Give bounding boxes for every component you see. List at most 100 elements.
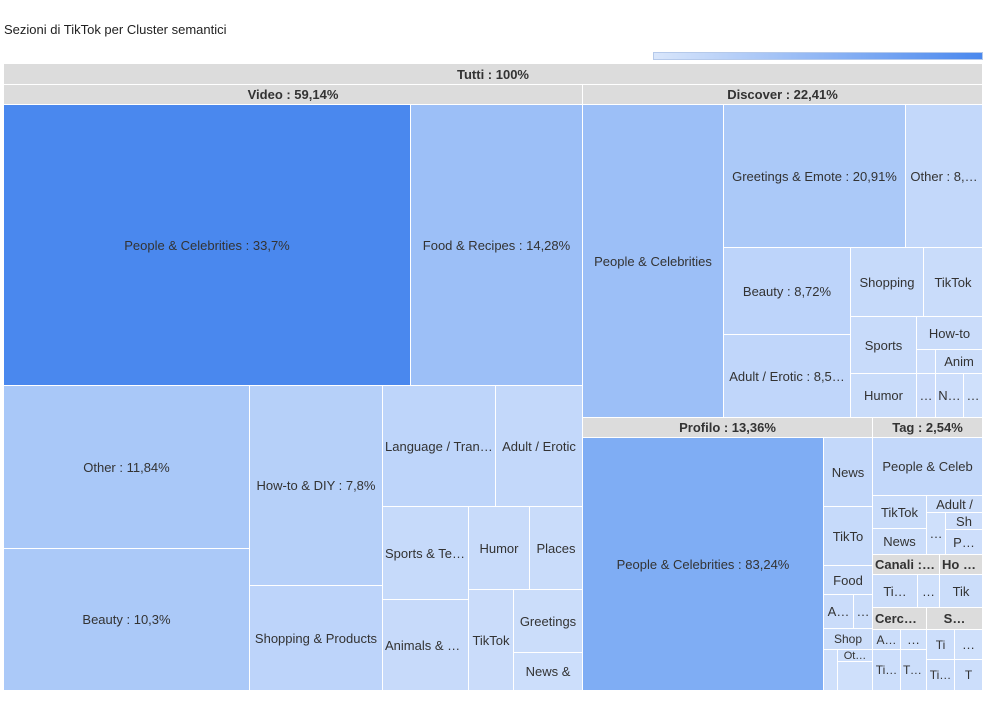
sezione-s-cell-t[interactable]: T bbox=[955, 660, 983, 691]
cerca-cell-small[interactable]: … bbox=[901, 630, 927, 650]
video-cell-language[interactable]: Language / Translation bbox=[383, 386, 496, 507]
discover-cell-greetings-emote[interactable]: Greetings & Emote : 20,91% bbox=[724, 105, 906, 248]
discover-cell-sports[interactable]: Sports bbox=[851, 317, 917, 374]
canali-cell-small[interactable]: … bbox=[918, 575, 940, 608]
discover-cell-people-celebrities-label: People & Celebrities bbox=[594, 253, 712, 269]
video-cell-greetings[interactable]: Greetings bbox=[514, 590, 583, 653]
video-cell-food-recipes-label: Food & Recipes : 14,28% bbox=[422, 237, 571, 253]
profilo-cell-tiktok-label: TikTo bbox=[832, 528, 864, 544]
canali-header[interactable]: Canali : … bbox=[873, 555, 940, 575]
cerca-cell-a-label: A… bbox=[876, 632, 897, 647]
profilo-cell-food-label: Food bbox=[833, 572, 863, 588]
tag-cell-small[interactable]: … bbox=[927, 513, 946, 555]
tag-cell-people-celeb[interactable]: People & Celeb bbox=[873, 438, 983, 496]
tag-cell-p-label: P… bbox=[953, 534, 975, 550]
video-cell-animals-pets-label: Animals & Pets bbox=[385, 637, 468, 653]
cerca-cell-small-label: … bbox=[907, 632, 920, 647]
discover-cell-beauty-label: Beauty : 8,72% bbox=[742, 283, 832, 299]
profilo-cell-people-celebrities-label: People & Celebrities : 83,24% bbox=[616, 556, 790, 572]
sezione-s-cell-small-label: … bbox=[962, 637, 975, 652]
discover-cell-shopping[interactable]: Shopping bbox=[851, 248, 924, 317]
discover-cell-news-label: N… bbox=[938, 388, 961, 403]
discover-cell-how-to[interactable]: How-to bbox=[917, 317, 983, 350]
cerca-cell-ti-a[interactable]: Ti… bbox=[873, 650, 901, 691]
tag-cell-sh[interactable]: Sh bbox=[946, 513, 983, 530]
video-cell-tiktok-label: TikTok bbox=[472, 632, 510, 648]
video-header[interactable]: Video : 59,14% bbox=[4, 85, 583, 105]
discover-cell-tiktok[interactable]: TikTok bbox=[924, 248, 983, 317]
tag-cell-tiktok[interactable]: TikTok bbox=[873, 496, 927, 529]
tag-cell-sh-label: Sh bbox=[956, 513, 972, 529]
video-cell-tiktok[interactable]: TikTok bbox=[469, 590, 514, 691]
video-header-label: Video : 59,14% bbox=[247, 87, 339, 102]
sezione-s-cell-small[interactable]: … bbox=[955, 630, 983, 660]
discover-cell-people-celebrities[interactable]: People & Celebrities bbox=[583, 105, 724, 418]
discover-cell-news[interactable]: N… bbox=[936, 374, 964, 418]
profilo-cell-news[interactable]: News bbox=[824, 438, 873, 507]
cerca-cell-a[interactable]: A… bbox=[873, 630, 901, 650]
cerca-cell-ti-b-label: Ti… bbox=[903, 663, 925, 677]
video-cell-beauty[interactable]: Beauty : 10,3% bbox=[4, 549, 250, 691]
video-cell-people-celebrities[interactable]: People & Celebrities : 33,7% bbox=[4, 105, 411, 386]
profilo-cell-tiny-a[interactable] bbox=[824, 650, 838, 691]
ho-header[interactable]: Ho : … bbox=[940, 555, 983, 575]
sezione-s-cell-ti-b[interactable]: Ti… bbox=[927, 660, 955, 691]
video-cell-places[interactable]: Places bbox=[530, 507, 583, 590]
sezione-s-header-label: S… bbox=[943, 611, 966, 626]
discover-cell-adult-erotic[interactable]: Adult / Erotic : 8,5… bbox=[724, 335, 851, 418]
profilo-cell-small[interactable]: … bbox=[854, 595, 873, 629]
cerca-cell-ti-b[interactable]: Ti… bbox=[901, 650, 927, 691]
sezione-s-header[interactable]: S… bbox=[927, 608, 983, 630]
profilo-cell-a-label: A… bbox=[827, 604, 850, 619]
video-cell-animals-pets[interactable]: Animals & Pets bbox=[383, 600, 469, 691]
chart-title: Sezioni di TikTok per Cluster semantici bbox=[4, 22, 227, 37]
ho-header-label: Ho : … bbox=[942, 557, 982, 572]
tag-cell-news[interactable]: News bbox=[873, 529, 927, 555]
discover-cell-small-a[interactable] bbox=[917, 350, 936, 374]
video-cell-news[interactable]: News & bbox=[514, 653, 583, 691]
video-cell-people-celebrities-label: People & Celebrities : 33,7% bbox=[124, 237, 290, 253]
profilo-cell-food[interactable]: Food bbox=[824, 566, 873, 595]
discover-cell-humor[interactable]: Humor bbox=[851, 374, 917, 418]
profilo-cell-shop-label: Shop bbox=[833, 632, 863, 646]
color-scale-legend bbox=[653, 52, 983, 60]
profilo-cell-tiny-b[interactable] bbox=[838, 662, 873, 691]
root-header[interactable]: Tutti : 100% bbox=[4, 64, 983, 85]
ho-cell-tik[interactable]: Tik bbox=[940, 575, 983, 608]
discover-cell-sports-label: Sports bbox=[864, 337, 903, 353]
video-cell-adult-erotic[interactable]: Adult / Erotic bbox=[496, 386, 583, 507]
sezione-s-cell-ti-a[interactable]: Ti bbox=[927, 630, 955, 660]
canali-cell-ti[interactable]: Ti… bbox=[873, 575, 918, 608]
discover-cell-other[interactable]: Other : 8,… bbox=[906, 105, 983, 248]
discover-cell-animals[interactable]: Anim bbox=[936, 350, 983, 374]
profilo-cell-other[interactable]: Ot… bbox=[838, 650, 873, 662]
cerca-header[interactable]: Cerca : … bbox=[873, 608, 927, 630]
video-cell-other[interactable]: Other : 11,84% bbox=[4, 386, 250, 549]
canali-cell-ti-label: Ti… bbox=[883, 583, 907, 599]
discover-cell-small-c[interactable]: … bbox=[964, 374, 983, 418]
video-cell-food-recipes[interactable]: Food & Recipes : 14,28% bbox=[411, 105, 583, 386]
profilo-header[interactable]: Profilo : 13,36% bbox=[583, 418, 873, 438]
video-cell-shopping[interactable]: Shopping & Products bbox=[250, 586, 383, 691]
discover-header[interactable]: Discover : 22,41% bbox=[583, 85, 983, 105]
tag-header[interactable]: Tag : 2,54% bbox=[873, 418, 983, 438]
tag-cell-news-label: News bbox=[883, 534, 916, 549]
tag-cell-p[interactable]: P… bbox=[946, 530, 983, 555]
profilo-cell-people-celebrities[interactable]: People & Celebrities : 83,24% bbox=[583, 438, 824, 691]
sezione-s-cell-ti-b-label: Ti… bbox=[929, 668, 952, 682]
sezione-s-cell-t-label: T bbox=[964, 668, 973, 682]
video-cell-sports-teams[interactable]: Sports & Teams bbox=[383, 507, 469, 600]
discover-cell-beauty[interactable]: Beauty : 8,72% bbox=[724, 248, 851, 335]
tag-cell-adult[interactable]: Adult / bbox=[927, 496, 983, 513]
video-cell-humor[interactable]: Humor bbox=[469, 507, 530, 590]
video-cell-how-to-diy[interactable]: How-to & DIY : 7,8% bbox=[250, 386, 383, 586]
video-cell-shopping-label: Shopping & Products bbox=[254, 630, 378, 646]
profilo-cell-a[interactable]: A… bbox=[824, 595, 854, 629]
video-cell-beauty-label: Beauty : 10,3% bbox=[82, 612, 171, 627]
discover-cell-small-b[interactable]: … bbox=[917, 374, 936, 418]
video-cell-greetings-label: Greetings bbox=[519, 613, 577, 629]
profilo-cell-shop[interactable]: Shop bbox=[824, 629, 873, 650]
video-cell-humor-label: Humor bbox=[479, 540, 519, 556]
video-cell-how-to-diy-label: How-to & DIY : 7,8% bbox=[256, 478, 376, 493]
profilo-cell-tiktok[interactable]: TikTo bbox=[824, 507, 873, 566]
